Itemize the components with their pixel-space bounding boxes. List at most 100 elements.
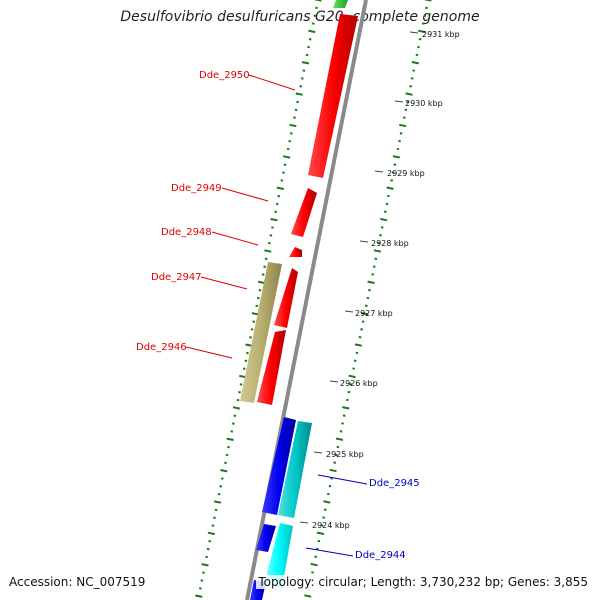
gc-dot <box>311 22 315 25</box>
gc-dot <box>342 414 346 417</box>
kbp-ticks: 2931 kbp 2930 kbp 2929 kbp 2928 kbp 2927… <box>299 30 460 530</box>
gc-dot <box>261 273 265 276</box>
gc-dot <box>323 500 331 504</box>
leader-line <box>248 74 296 91</box>
gc-dot <box>411 61 419 65</box>
gc-dot <box>280 179 284 182</box>
gc-dot <box>233 414 237 417</box>
gc-dot <box>232 406 241 410</box>
tick-mark <box>394 100 404 103</box>
gc-dot <box>353 359 357 362</box>
gc-dot <box>300 77 304 80</box>
gc-dot <box>249 336 252 339</box>
tick-label: 2931 kbp <box>422 30 460 39</box>
gc-dot <box>276 186 284 190</box>
leader-line <box>211 231 259 246</box>
leader-line <box>317 474 368 485</box>
gc-dot <box>301 61 310 65</box>
tick-mark <box>409 31 419 34</box>
gc-dot <box>316 531 325 535</box>
gc-dot <box>207 531 215 536</box>
gene-dde-2950 <box>308 14 358 178</box>
gene-label-dde-2948: Dde_2948 <box>161 227 212 238</box>
gc-dot <box>339 430 343 433</box>
gc-dot <box>264 257 268 261</box>
gc-dot <box>315 6 318 10</box>
tick-mark <box>374 170 384 173</box>
leader-line <box>200 276 248 290</box>
gc-dot <box>334 453 338 457</box>
gc-dot <box>379 234 382 237</box>
tick-label: 2926 kbp <box>340 379 378 388</box>
gc-dot <box>304 594 312 598</box>
gc-dot <box>220 477 224 480</box>
gc-dot <box>282 171 285 174</box>
gc-dot <box>323 508 327 511</box>
gc-dot <box>368 288 371 292</box>
gc-dot <box>224 461 227 465</box>
gc-dot <box>364 304 368 308</box>
gc-dot <box>269 234 273 237</box>
gc-dot <box>329 468 337 473</box>
gc-dot <box>270 218 278 222</box>
gc-dot <box>206 547 210 551</box>
gc-dot <box>398 139 401 143</box>
gc-dot <box>380 217 388 222</box>
gc-dot <box>361 312 369 316</box>
gene-label-dde-2950: Dde_2950 <box>199 70 250 81</box>
gc-dot <box>202 571 205 574</box>
gene-blue-1 <box>262 417 296 515</box>
gc-dot <box>386 186 394 190</box>
gc-dot <box>294 108 298 112</box>
gc-dot <box>371 273 375 276</box>
gc-dot <box>354 343 362 347</box>
gc-dot <box>263 265 267 268</box>
gc-dot <box>418 29 426 34</box>
gene-green-fragment <box>333 0 348 8</box>
gc-content-dots-right <box>304 0 432 598</box>
gc-dot <box>333 461 337 464</box>
tick-mark <box>313 451 323 454</box>
gc-dot <box>424 0 432 2</box>
gene-blue-2 <box>256 524 276 552</box>
gene-dde-2945 <box>278 421 312 518</box>
gc-dot <box>195 594 203 598</box>
gc-dot <box>421 22 425 25</box>
gc-dot <box>405 92 413 96</box>
gene-rna-khaki <box>240 262 282 403</box>
gc-dot <box>198 587 202 590</box>
gene-dde-2948 <box>289 247 302 257</box>
gc-dot <box>201 563 209 567</box>
gc-dot <box>372 265 376 268</box>
gc-dot <box>289 123 297 128</box>
tick-label: 2928 kbp <box>371 239 409 248</box>
gc-dot <box>315 547 319 551</box>
gc-dot <box>390 179 394 182</box>
genome-stats-text: Topology: circular; Length: 3,730,232 bp… <box>256 575 590 589</box>
gene-label-dde-2945: Dde_2945 <box>369 478 420 489</box>
gc-dot <box>267 241 271 245</box>
gc-dot <box>341 422 345 425</box>
gc-dot <box>293 116 296 119</box>
gc-dot <box>296 100 300 104</box>
gene-label-dde-2949: Dde_2949 <box>171 183 222 194</box>
gc-dot <box>399 132 403 135</box>
gc-dot <box>227 445 230 449</box>
gc-dot <box>255 304 259 308</box>
gc-dot <box>214 500 222 504</box>
gc-dot <box>335 437 344 441</box>
gc-dot <box>393 163 397 166</box>
gc-dot <box>277 194 281 198</box>
gc-dot <box>383 210 387 213</box>
gc-dot <box>220 469 228 473</box>
tick-mark <box>344 310 354 313</box>
gc-dot <box>286 147 290 151</box>
gc-dot <box>345 398 349 402</box>
gc-dot <box>348 374 356 379</box>
gc-dot <box>236 398 240 402</box>
gene-label-dde-2944: Dde_2944 <box>355 550 406 561</box>
gc-dot <box>326 492 330 496</box>
gc-dot <box>424 6 428 10</box>
gc-dot <box>219 485 223 488</box>
